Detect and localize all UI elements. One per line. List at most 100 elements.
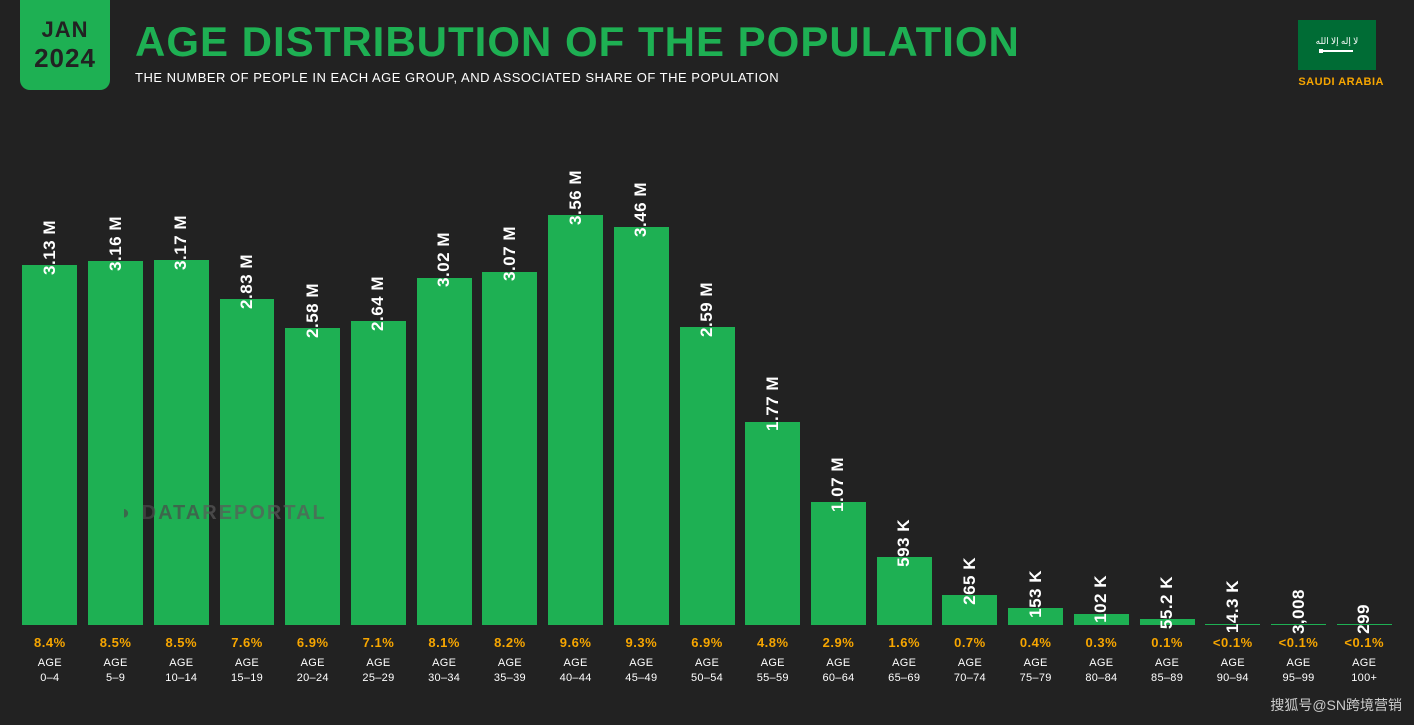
bar-pct-label: 4.8% bbox=[757, 635, 789, 650]
bar-slot: 3,008<0.1% AGE 95–99 bbox=[1269, 155, 1329, 685]
bar-value-label: 2.83 M bbox=[237, 254, 257, 309]
bar bbox=[548, 215, 603, 625]
bar-pct-label: 9.3% bbox=[626, 635, 658, 650]
bar-slot: 2.58 M 6.9% AGE 20–24 bbox=[283, 155, 343, 685]
bar-chart: 3.13 M8.4%AGE 0–43.16 M8.5%AGE 5–93.17 M… bbox=[20, 155, 1394, 685]
bar-pct-label: 2.9% bbox=[823, 635, 855, 650]
bar-age-label: AGE 95–99 bbox=[1282, 656, 1314, 685]
bar-value-label: 265 K bbox=[960, 557, 980, 605]
bar-age-label: AGE 5–9 bbox=[104, 656, 128, 685]
bar-age-label: AGE 100+ bbox=[1351, 656, 1377, 685]
bar-value-label: 2.64 M bbox=[368, 276, 388, 331]
bar-slot: 3.56 M 9.6% AGE 40–44 bbox=[546, 155, 606, 685]
bar-age-label: AGE 85–89 bbox=[1151, 656, 1183, 685]
bar-value-label: 3.02 M bbox=[434, 232, 454, 287]
bar bbox=[220, 299, 275, 625]
bar-age-label: AGE 25–29 bbox=[362, 656, 394, 685]
bar bbox=[877, 557, 932, 625]
bar-pct-label: 0.1% bbox=[1151, 635, 1183, 650]
bar-pct-label: 0.7% bbox=[954, 635, 986, 650]
bar-slot: 265 K 0.7% AGE 70–74 bbox=[940, 155, 1000, 685]
bar-age-label: AGE 15–19 bbox=[231, 656, 263, 685]
bar-value-label: 2.58 M bbox=[303, 283, 323, 338]
bar-value-label: 3.56 M bbox=[566, 170, 586, 225]
bar-value-label: 3.46 M bbox=[631, 182, 651, 237]
bar-pct-label: <0.1% bbox=[1279, 635, 1319, 650]
date-badge: JAN 2024 bbox=[20, 0, 110, 90]
bar-pct-label: 9.6% bbox=[560, 635, 592, 650]
bar-slot: 3.17 M8.5%AGE 10–14 bbox=[151, 155, 211, 685]
bar-slot: 153 K 0.4% AGE 75–79 bbox=[1006, 155, 1066, 685]
bar-age-label: AGE 40–44 bbox=[560, 656, 592, 685]
bar-pct-label: 7.1% bbox=[363, 635, 395, 650]
bar-pct-label: 6.9% bbox=[297, 635, 329, 650]
bar-slot: 1.77 M 4.8% AGE 55–59 bbox=[743, 155, 803, 685]
bar bbox=[745, 422, 800, 626]
bar-value-label: 299 bbox=[1354, 604, 1374, 634]
bar bbox=[22, 265, 77, 625]
bar bbox=[614, 227, 669, 625]
bar-age-label: AGE 50–54 bbox=[691, 656, 723, 685]
bar-age-label: AGE 30–34 bbox=[428, 656, 460, 685]
country-block: لا إله إلا الله SAUDI ARABIA bbox=[1298, 20, 1384, 89]
bar-slot: 1.07 M 2.9% AGE 60–64 bbox=[809, 155, 869, 685]
bar-slot: 2.59 M6.9%AGE 50–54 bbox=[677, 155, 737, 685]
flag-icon: لا إله إلا الله bbox=[1298, 20, 1376, 70]
bar-age-label: AGE 65–69 bbox=[888, 656, 920, 685]
bar-slot: 2.83 M 7.6% AGE 15–19 bbox=[217, 155, 277, 685]
bar-slot: 102 K0.3%AGE 80–84 bbox=[1072, 155, 1132, 685]
bar-age-label: AGE 35–39 bbox=[494, 656, 526, 685]
bar-slot: 14.3 K <0.1% AGE 90–94 bbox=[1203, 155, 1263, 685]
bar bbox=[154, 260, 209, 625]
bar-value-label: 3.07 M bbox=[500, 226, 520, 281]
bar bbox=[88, 261, 143, 625]
watermark: ◗ DATAREPORTAL bbox=[120, 502, 327, 525]
svg-text:لا إله إلا الله: لا إله إلا الله bbox=[1316, 36, 1359, 47]
bar-pct-label: 8.4% bbox=[34, 635, 66, 650]
date-month: JAN bbox=[41, 17, 88, 43]
page-title: AGE DISTRIBUTION OF THE POPULATION bbox=[135, 18, 1020, 66]
bar-age-label: AGE 0–4 bbox=[38, 656, 62, 685]
bar bbox=[482, 272, 537, 626]
bar-slot: 299<0.1%AGE 100+ bbox=[1334, 155, 1394, 685]
bar-pct-label: <0.1% bbox=[1213, 635, 1253, 650]
bar-age-label: AGE 60–64 bbox=[822, 656, 854, 685]
bar bbox=[285, 328, 340, 625]
page-subtitle: THE NUMBER OF PEOPLE IN EACH AGE GROUP, … bbox=[135, 70, 1020, 85]
bar-age-label: AGE 90–94 bbox=[1217, 656, 1249, 685]
bar-age-label: AGE 20–24 bbox=[297, 656, 329, 685]
bar-age-label: AGE 10–14 bbox=[165, 656, 197, 685]
bar-pct-label: 0.3% bbox=[1086, 635, 1118, 650]
bar-value-label: 3,008 bbox=[1289, 589, 1309, 634]
bar-value-label: 3.17 M bbox=[171, 215, 191, 270]
bar-age-label: AGE 55–59 bbox=[757, 656, 789, 685]
bar-value-label: 1.07 M bbox=[828, 457, 848, 512]
country-label: SAUDI ARABIA bbox=[1298, 76, 1384, 89]
bar-slot: 593 K1.6%AGE 65–69 bbox=[874, 155, 934, 685]
bar-slot: 55.2 K0.1%AGE 85–89 bbox=[1137, 155, 1197, 685]
bar bbox=[417, 278, 472, 626]
bar-slot: 2.64 M 7.1% AGE 25–29 bbox=[349, 155, 409, 685]
bar-value-label: 14.3 K bbox=[1223, 580, 1243, 633]
bar-pct-label: 0.4% bbox=[1020, 635, 1052, 650]
bar-value-label: 3.16 M bbox=[106, 216, 126, 271]
bar-value-label: 102 K bbox=[1091, 575, 1111, 623]
bar-value-label: 2.59 M bbox=[697, 282, 717, 337]
bar-age-label: AGE 70–74 bbox=[954, 656, 986, 685]
bar-slot: 3.46 M 9.3% AGE 45–49 bbox=[611, 155, 671, 685]
bar-slot: 3.13 M 8.4% AGE 0–4 bbox=[20, 155, 80, 685]
bar-value-label: 3.13 M bbox=[40, 220, 60, 275]
title-block: AGE DISTRIBUTION OF THE POPULATION THE N… bbox=[135, 18, 1020, 85]
bar-age-label: AGE 45–49 bbox=[625, 656, 657, 685]
date-year: 2024 bbox=[34, 43, 96, 74]
bar-value-label: 153 K bbox=[1026, 570, 1046, 618]
bar-slot: 3.07 M8.2%AGE 35–39 bbox=[480, 155, 540, 685]
bar-age-label: AGE 75–79 bbox=[1020, 656, 1052, 685]
bar-slot: 3.02 M 8.1% AGE 30–34 bbox=[414, 155, 474, 685]
bar-pct-label: 7.6% bbox=[231, 635, 263, 650]
bar-value-label: 1.77 M bbox=[763, 376, 783, 431]
bar bbox=[351, 321, 406, 625]
bar-pct-label: 8.1% bbox=[428, 635, 460, 650]
bar bbox=[811, 502, 866, 625]
source-attribution: 搜狐号@SN跨境营销 bbox=[1270, 695, 1402, 715]
